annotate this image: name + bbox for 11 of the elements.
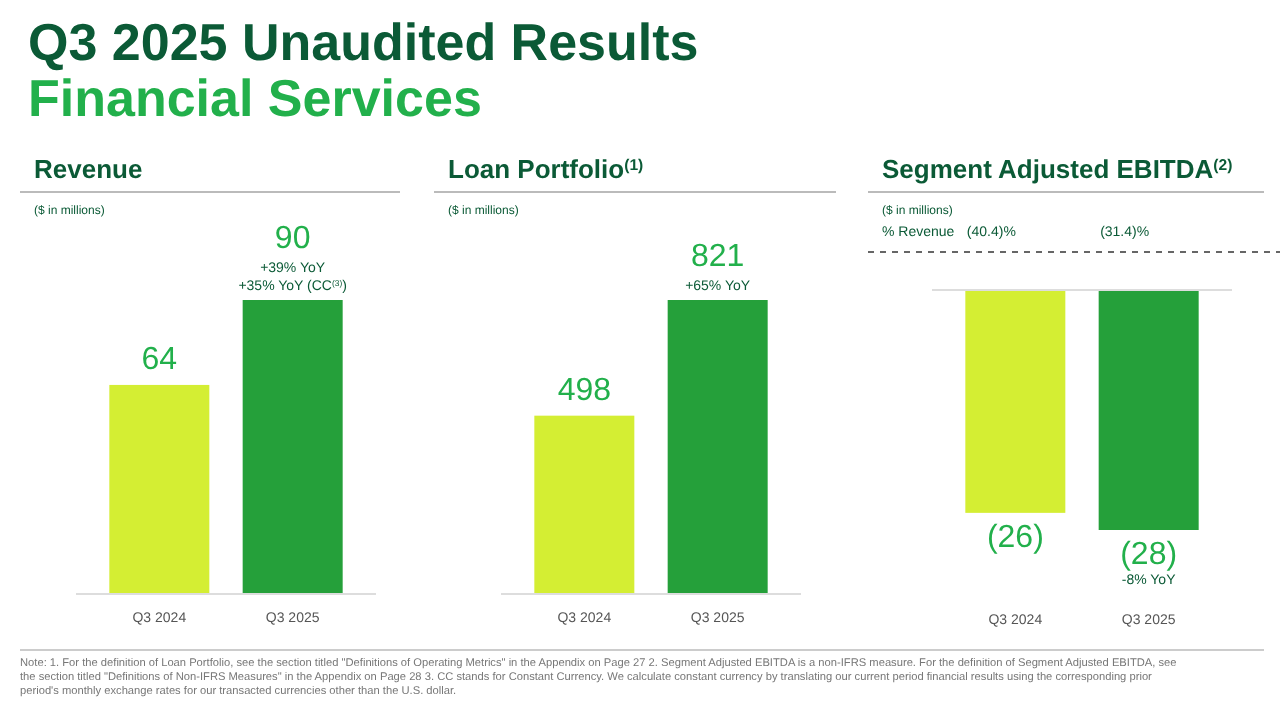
text: Financial Services [28, 68, 482, 128]
chart-title: Revenue [34, 154, 143, 184]
text: Q3 2025 Unaudited Results [28, 12, 699, 72]
data-label: (26) [986, 520, 1044, 555]
chart-title: Loan Portfolio$^{(1)}$ [448, 154, 645, 184]
chart-title: Segment Adjusted EBITDA$^{(2)}$ [882, 154, 1234, 184]
data-label: (28) [1120, 538, 1178, 572]
data-label: 64 [141, 342, 178, 377]
data-label: 90 [274, 222, 311, 256]
data-label: 498 [557, 373, 612, 408]
data-label: 821 [690, 240, 745, 274]
